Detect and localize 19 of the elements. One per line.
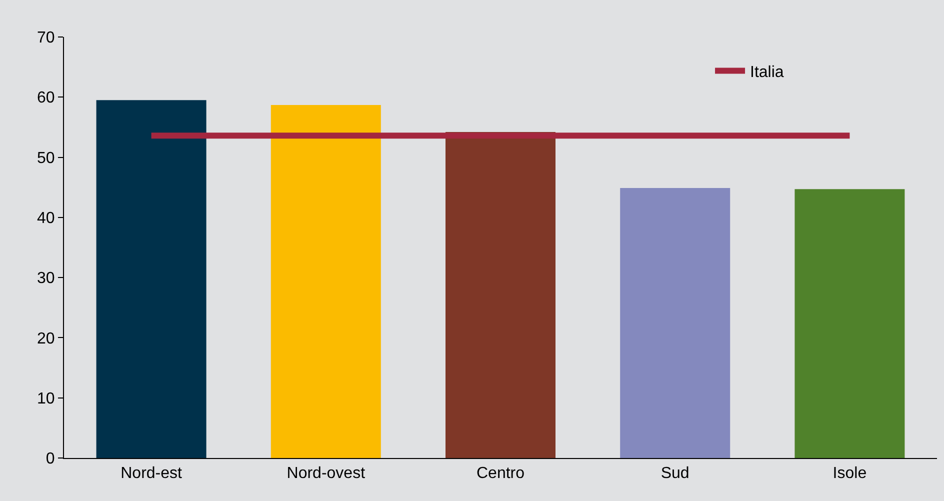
x-tick-label: Isole [832, 465, 867, 482]
bar [446, 132, 556, 458]
y-tick-label: 10 [37, 390, 55, 408]
bar [96, 100, 206, 458]
y-tick-label: 70 [37, 30, 55, 47]
y-tick-label: 40 [37, 210, 55, 228]
y-tick-label: 30 [37, 270, 55, 288]
y-tick-label: 20 [37, 330, 55, 348]
bar [620, 188, 730, 458]
bar [270, 104, 381, 458]
x-tick-label: Centro [476, 465, 525, 482]
y-tick-label: 60 [37, 90, 55, 107]
x-tick-label: Nord-est [120, 465, 183, 482]
x-tick-label: Nord-ovest [286, 465, 366, 482]
x-tick-label: Sud [660, 465, 690, 482]
bar [794, 189, 905, 458]
y-tick-label: 0 [46, 450, 55, 468]
legend-label: Italia [750, 64, 784, 81]
y-tick-label: 50 [37, 150, 55, 167]
